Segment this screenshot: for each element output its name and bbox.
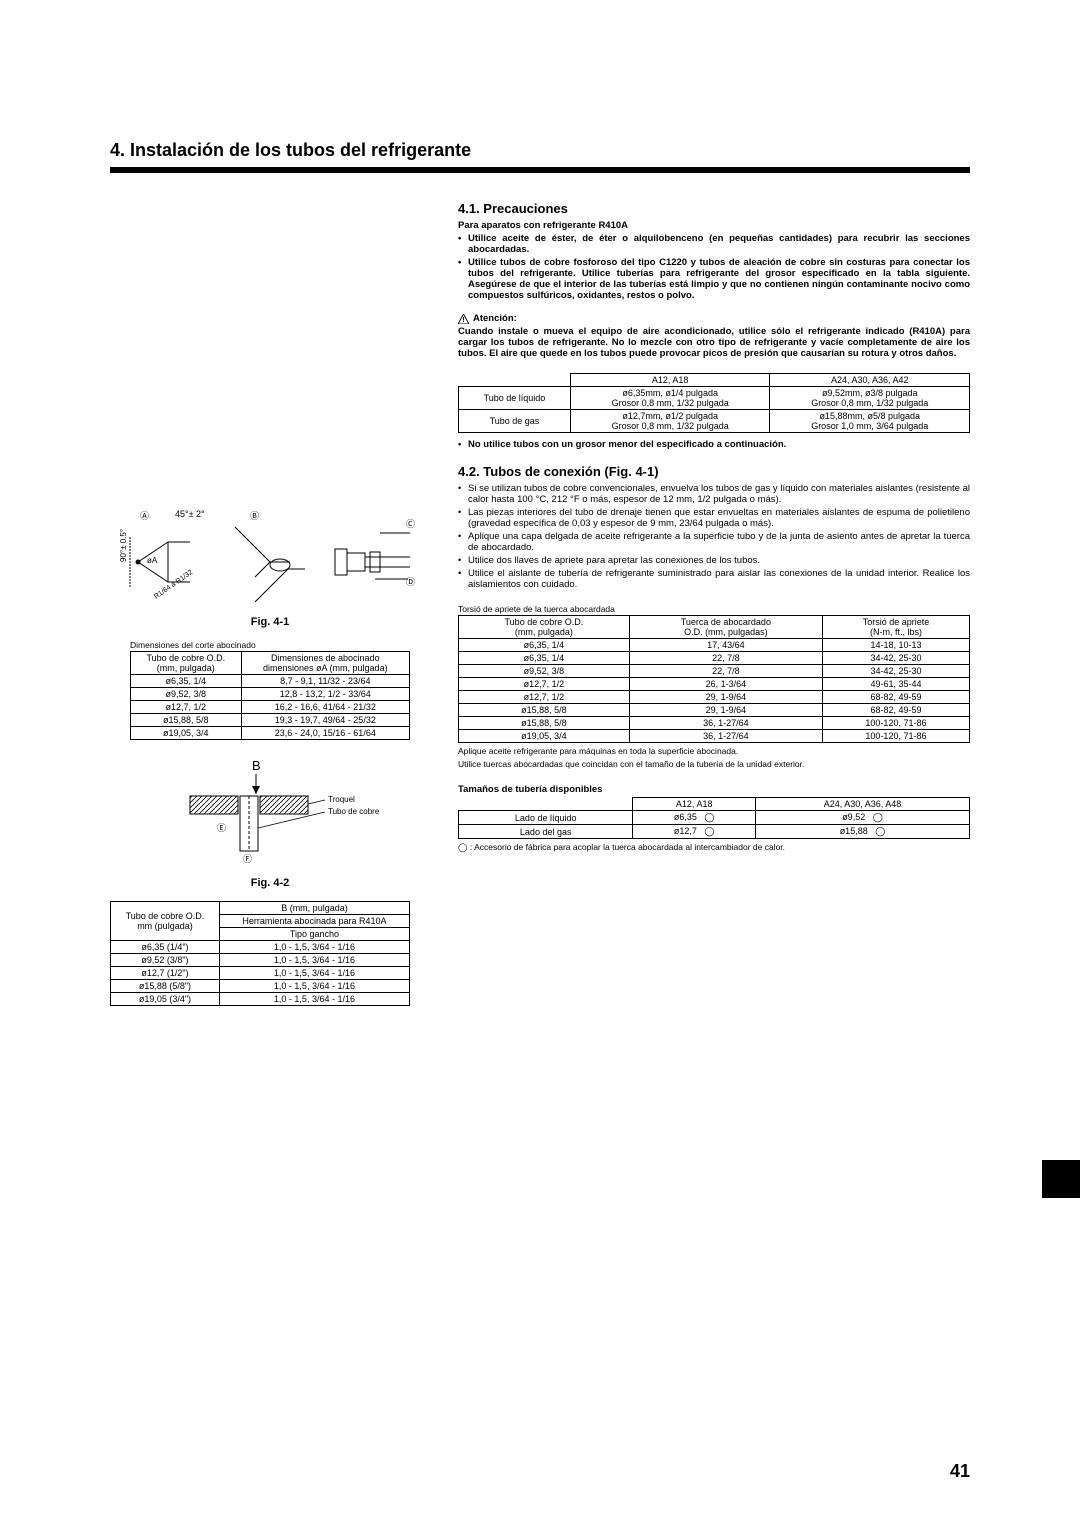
torque-caption: Torsió de apriete de la tuerca abocardad… bbox=[458, 604, 970, 614]
heading-4-1: 4.1. Precauciones bbox=[458, 201, 970, 216]
warning-label: Atención: bbox=[473, 313, 517, 324]
fig-4-2-caption: Fig. 4-2 bbox=[110, 877, 430, 889]
torque-note-2: Utilice tuercas abocardadas que coincida… bbox=[458, 759, 970, 769]
marker-a: Ⓐ bbox=[140, 511, 149, 521]
figure-4-1: Ⓐ Ⓑ Ⓒ Ⓓ 45°± 2° 90°± 0.5° øA R1/64 a R1/… bbox=[110, 507, 430, 610]
svg-text:Ⓔ: Ⓔ bbox=[217, 823, 226, 833]
pipe-sizes-table: A12, A18 A24, A30, A36, A48 Lado de líqu… bbox=[458, 797, 970, 839]
page-number: 41 bbox=[950, 1461, 970, 1482]
label-troquel: Troquel bbox=[328, 795, 355, 804]
precautions-list: Utilice aceite de éster, de éter o alqui… bbox=[458, 233, 970, 301]
right-column: 4.1. Precauciones Para aparatos con refr… bbox=[458, 201, 970, 1006]
svg-text:R1/64 a R1/32: R1/64 a R1/32 bbox=[153, 569, 194, 601]
sizes-heading: Tamaños de tubería disponibles bbox=[458, 784, 970, 795]
label-tubo: Tubo de cobre bbox=[328, 807, 380, 816]
svg-text:45°± 2°: 45°± 2° bbox=[175, 509, 205, 519]
warning-text: Cuando instale o mueva el equipo de aire… bbox=[458, 326, 970, 359]
marker-b: Ⓑ bbox=[250, 511, 259, 521]
marker-c: Ⓒ bbox=[406, 519, 415, 529]
side-tab bbox=[1042, 1160, 1080, 1198]
tool-table: Tubo de cobre O.D.mm (pulgada) B (mm, pu… bbox=[110, 901, 410, 1006]
torque-table: Tubo de cobre O.D.(mm, pulgada) Tuerca d… bbox=[458, 615, 970, 743]
section-title: 4. Instalación de los tubos del refriger… bbox=[110, 140, 970, 173]
pipe-thickness-table: A12, A18 A24, A30, A36, A42 Tubo de líqu… bbox=[458, 373, 970, 433]
warning-icon: ! bbox=[458, 314, 469, 324]
r410a-subheading: Para aparatos con refrigerante R410A bbox=[458, 220, 970, 231]
svg-text:Ⓕ: Ⓕ bbox=[243, 854, 252, 864]
svg-text:!: ! bbox=[462, 315, 464, 324]
flare-dimensions-table: Tubo de cobre O.D.(mm, pulgada) Dimensio… bbox=[130, 651, 410, 740]
left-column: Ⓐ Ⓑ Ⓒ Ⓓ 45°± 2° 90°± 0.5° øA R1/64 a R1/… bbox=[110, 201, 430, 1006]
sizes-note: ◯ : Accesorio de fábrica para acoplar la… bbox=[458, 842, 970, 853]
svg-text:B: B bbox=[252, 758, 261, 773]
figure-4-2: B Ⓔ Ⓕ Troquel Tu bbox=[110, 758, 430, 871]
heading-4-2: 4.2. Tubos de conexión (Fig. 4-1) bbox=[458, 464, 970, 479]
connection-list: Si se utilizan tubos de cobre convencion… bbox=[458, 483, 970, 590]
thickness-note: No utilice tubos con un grosor menor del… bbox=[458, 439, 970, 450]
torque-note-1: Aplique aceite refrigerante para máquina… bbox=[458, 746, 970, 756]
fig-4-1-caption: Fig. 4-1 bbox=[110, 616, 430, 628]
flare-dim-caption: Dimensiones del corte abocinado bbox=[130, 640, 430, 650]
svg-text:øA: øA bbox=[147, 556, 158, 565]
svg-text:90°± 0.5°: 90°± 0.5° bbox=[120, 529, 128, 562]
